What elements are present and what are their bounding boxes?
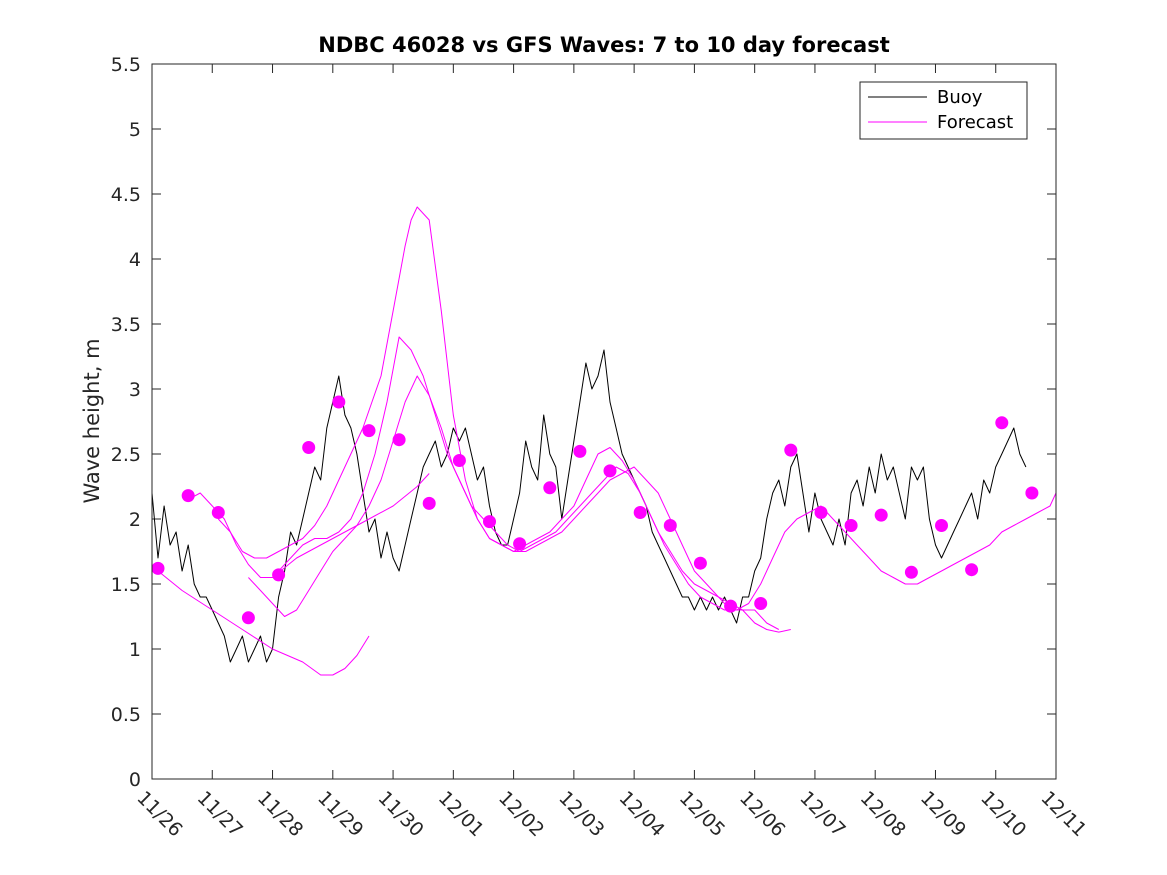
x-tick-label: 12/09 bbox=[916, 787, 970, 841]
x-tick-label: 12/07 bbox=[795, 787, 849, 841]
y-tick-label: 2.5 bbox=[111, 444, 141, 466]
x-tick-label: 12/08 bbox=[856, 787, 910, 841]
forecast-point bbox=[422, 496, 436, 510]
y-tick-label: 0.5 bbox=[111, 704, 141, 726]
x-tick-label: 11/30 bbox=[374, 787, 428, 841]
x-tick-label: 12/05 bbox=[675, 787, 729, 841]
forecast-point bbox=[362, 424, 376, 438]
forecast-point bbox=[452, 454, 466, 467]
x-tick-label: 11/27 bbox=[193, 787, 247, 841]
plot-area bbox=[152, 64, 1056, 779]
forecast-point bbox=[874, 508, 888, 522]
x-tick-label: 12/03 bbox=[554, 787, 608, 841]
forecast-point bbox=[693, 556, 707, 570]
x-tick-label: 12/01 bbox=[434, 787, 488, 841]
forecast-point bbox=[995, 416, 1009, 430]
forecast-point bbox=[211, 506, 225, 519]
forecast-point bbox=[181, 489, 195, 503]
forecast-point bbox=[724, 599, 738, 613]
x-tick-labels: 11/26 11/27 11/28 11/29 11/30 12/01 12/02 12/03… bbox=[132, 787, 1090, 841]
plot-frame bbox=[151, 63, 1057, 780]
x-tick-label: 11/28 bbox=[253, 787, 307, 841]
forecast-point bbox=[241, 611, 255, 625]
forecast-point bbox=[844, 519, 858, 532]
forecast-point bbox=[754, 597, 768, 610]
y-tick-label: 4 bbox=[129, 249, 141, 271]
forecast-series-line bbox=[278, 336, 1057, 611]
y-tick-label: 5 bbox=[129, 119, 141, 141]
y-tick-label: 3.5 bbox=[111, 314, 141, 336]
forecast-point bbox=[633, 506, 647, 519]
forecast-point bbox=[814, 506, 828, 519]
x-tick-label: 12/06 bbox=[735, 787, 789, 841]
forecast-point bbox=[573, 444, 587, 458]
y-tick-labels: 0 0.5 1 1.5 2 2.5 3 3.5 4 4.5 5 5.5 bbox=[111, 54, 141, 791]
forecast-point bbox=[332, 395, 346, 409]
x-tick-label: 11/26 bbox=[132, 787, 186, 841]
x-tick-label: 12/10 bbox=[976, 787, 1030, 841]
y-axis-label: Wave height, m bbox=[80, 338, 104, 503]
forecast-point bbox=[392, 433, 406, 447]
y-tick-label: 3 bbox=[129, 379, 141, 401]
forecast-point bbox=[513, 537, 527, 551]
scatter-layer bbox=[151, 395, 1039, 625]
y-tick-label: 2 bbox=[129, 509, 141, 531]
x-tick-label: 12/11 bbox=[1036, 787, 1090, 841]
legend-buoy-label: Buoy bbox=[937, 87, 983, 108]
forecast-point bbox=[483, 515, 496, 529]
y-tick-label: 1.5 bbox=[111, 574, 141, 596]
forecast-point bbox=[543, 481, 557, 495]
y-tick-label: 1 bbox=[129, 639, 141, 661]
y-tick-label: 5.5 bbox=[111, 54, 141, 76]
legend: Buoy Forecast bbox=[859, 81, 1028, 140]
forecast-point bbox=[904, 565, 918, 579]
legend-forecast-label: Forecast bbox=[937, 112, 1013, 133]
forecast-point bbox=[151, 561, 165, 575]
forecast-point bbox=[1025, 486, 1039, 500]
y-tick-label: 4.5 bbox=[111, 184, 141, 206]
x-tick-label: 12/02 bbox=[494, 787, 548, 841]
forecast-point bbox=[935, 519, 948, 532]
x-tick-label: 11/29 bbox=[313, 787, 367, 841]
forecast-series-line bbox=[157, 570, 370, 676]
forecast-point bbox=[272, 568, 286, 582]
forecast-point bbox=[784, 443, 798, 457]
forecast-point bbox=[302, 441, 316, 454]
forecast-point bbox=[603, 464, 617, 478]
forecast-point bbox=[663, 519, 677, 532]
x-tick-label: 12/04 bbox=[615, 787, 669, 841]
chart-title: NDBC 46028 vs GFS Waves: 7 to 10 day for… bbox=[318, 33, 889, 57]
forecast-point bbox=[965, 563, 979, 577]
legend-box bbox=[859, 81, 1028, 140]
y-tick-label: 0 bbox=[129, 769, 141, 791]
